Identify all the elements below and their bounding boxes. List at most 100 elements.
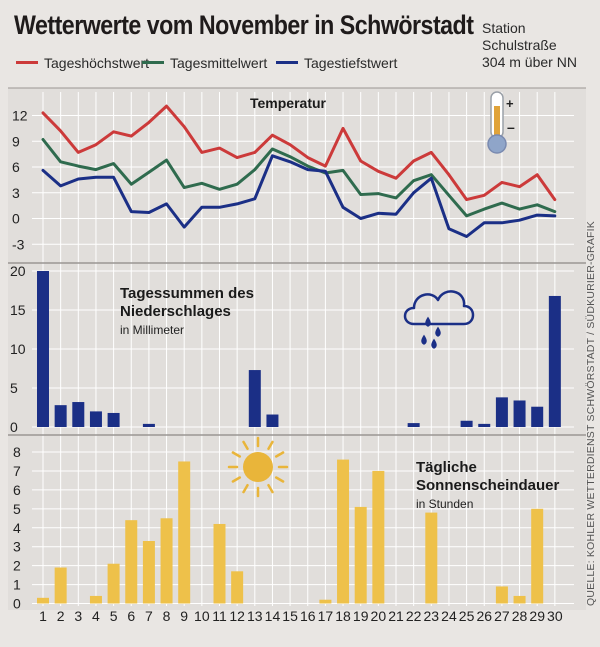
- precip-bar-day-5: [107, 412, 120, 427]
- sun-icon: [227, 436, 289, 498]
- precip-tick-label: 15: [10, 302, 26, 318]
- legend-swatch-mean: [142, 60, 164, 64]
- x-tick-label: 18: [335, 608, 351, 624]
- x-tick-label: 22: [406, 608, 422, 624]
- minus-sign: –: [507, 119, 515, 135]
- raindrop-4: [431, 338, 437, 349]
- precip-tick-label: 10: [10, 341, 26, 357]
- sun-ray-6: [231, 476, 242, 483]
- sun-tick-label: 7: [13, 463, 21, 479]
- x-tick-label: 17: [318, 608, 334, 624]
- x-tick-label: 24: [441, 608, 457, 624]
- sun-bar-day-9: [178, 461, 191, 604]
- raindrop-1: [425, 316, 431, 327]
- x-tick-label: 29: [529, 608, 545, 624]
- x-tick-label: 10: [194, 608, 210, 624]
- precip-tick-label: 5: [10, 380, 18, 396]
- temperature-title: Temperatur: [250, 95, 327, 111]
- precip-bar-day-1: [37, 271, 49, 427]
- precip-bar-day-29: [531, 406, 544, 427]
- x-tick-label: 25: [459, 608, 475, 624]
- thermometer-bulb: [487, 134, 507, 154]
- sun-bar-day-27: [495, 586, 508, 604]
- x-tick-label: 23: [424, 608, 440, 624]
- x-tick-label: 15: [282, 608, 298, 624]
- chart-title: Wetterwerte vom November in Schwörstadt: [14, 10, 474, 40]
- precip-tick-label: 20: [10, 263, 26, 279]
- sun-title-line-2: Sonnenscheindauer: [416, 477, 560, 494]
- legend-swatch-max: [16, 60, 38, 64]
- temp-tick-label: -3: [12, 236, 25, 252]
- sun-tick-label: 3: [13, 539, 21, 555]
- precip-bar-day-28: [513, 400, 526, 427]
- precip-bar-day-13: [248, 370, 261, 427]
- temp-tick-label: 6: [12, 159, 20, 175]
- x-tick-label: 20: [371, 608, 387, 624]
- sun-tick-label: 0: [13, 596, 21, 612]
- rain-cloud-icon: [403, 290, 475, 349]
- x-tick-label: 6: [127, 608, 135, 624]
- sun-tick-label: 4: [13, 520, 21, 536]
- x-tick-label: 9: [180, 608, 188, 624]
- sun-ray-12: [274, 451, 285, 458]
- x-tick-label: 4: [92, 608, 100, 624]
- sun-disc: [243, 452, 273, 482]
- sun-bar-day-7: [142, 541, 155, 604]
- sun-bar-day-29: [531, 508, 544, 604]
- x-tick-label: 14: [265, 608, 281, 624]
- x-tick-label: 12: [229, 608, 245, 624]
- sun-bar-day-1: [37, 597, 49, 604]
- temp-line-min: [41, 154, 557, 238]
- sun-tick-label: 6: [13, 482, 21, 498]
- sun-bar-day-2: [54, 567, 67, 604]
- precip-bar-day-7: [142, 423, 155, 427]
- raindrop-2: [435, 326, 441, 337]
- sun-ray-3: [267, 483, 274, 494]
- legend-item-max: Tageshöchstwert: [16, 55, 149, 71]
- sun-ray-11: [267, 440, 274, 451]
- sun-tick-label: 1: [13, 577, 21, 593]
- station-line-2: Schulstraße: [482, 37, 557, 53]
- sunshine-panel: [8, 435, 586, 610]
- plus-sign: +: [506, 96, 514, 111]
- sun-bar-day-23: [425, 512, 438, 604]
- legend-label-max: Tageshöchstwert: [44, 55, 150, 71]
- sun-bar-day-5: [107, 563, 120, 604]
- x-tick-label: 11: [212, 608, 227, 624]
- temp-line-mean: [41, 138, 557, 218]
- legend-item-mean: Tagesmittelwert: [142, 55, 267, 71]
- cloud-outline: [403, 290, 475, 326]
- x-tick-label: 8: [163, 608, 171, 624]
- temp-tick-label: 9: [12, 133, 20, 149]
- sun-bar-day-4: [89, 595, 102, 604]
- precip-bar-day-30: [548, 295, 561, 427]
- sun-ray-9: [242, 440, 249, 451]
- sun-ray-2: [274, 476, 285, 483]
- x-tick-label: 1: [39, 608, 47, 624]
- precip-title-line-2: Niederschlages: [120, 303, 231, 320]
- precip-bar-day-22: [407, 423, 420, 427]
- precip-subtitle: in Millimeter: [120, 323, 184, 337]
- thermometer-mercury: [494, 106, 500, 136]
- x-tick-label: 21: [388, 608, 404, 624]
- sun-ray-5: [242, 483, 249, 494]
- x-tick-label: 27: [494, 608, 510, 624]
- thermometer-icon: +–: [487, 91, 515, 154]
- sun-bar-day-17: [319, 599, 332, 604]
- station-line-1: Station: [482, 20, 526, 36]
- temperature-panel: [8, 88, 586, 263]
- sun-bar-day-6: [125, 520, 138, 604]
- legend-item-min: Tagestiefstwert: [276, 55, 397, 71]
- precip-bar-day-14: [266, 414, 279, 427]
- x-tick-label: 13: [247, 608, 263, 624]
- precip-bar-day-3: [72, 402, 85, 427]
- sun-bar-day-11: [213, 523, 226, 604]
- temp-tick-label: 3: [12, 185, 20, 201]
- x-tick-label: 26: [476, 608, 492, 624]
- precip-bar-day-27: [495, 397, 508, 427]
- precip-bar-day-2: [54, 405, 67, 427]
- temp-tick-label: 0: [12, 211, 20, 227]
- sun-bar-day-12: [231, 571, 244, 604]
- x-tick-label: 19: [353, 608, 369, 624]
